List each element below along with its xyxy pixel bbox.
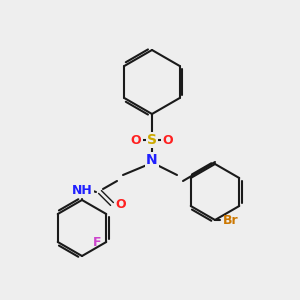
Text: NH: NH bbox=[72, 184, 92, 196]
Text: Br: Br bbox=[223, 214, 239, 226]
Text: O: O bbox=[163, 134, 173, 146]
Text: O: O bbox=[115, 197, 126, 211]
Text: S: S bbox=[147, 133, 157, 147]
Text: O: O bbox=[131, 134, 141, 146]
Text: F: F bbox=[93, 236, 101, 248]
Text: N: N bbox=[146, 153, 158, 167]
